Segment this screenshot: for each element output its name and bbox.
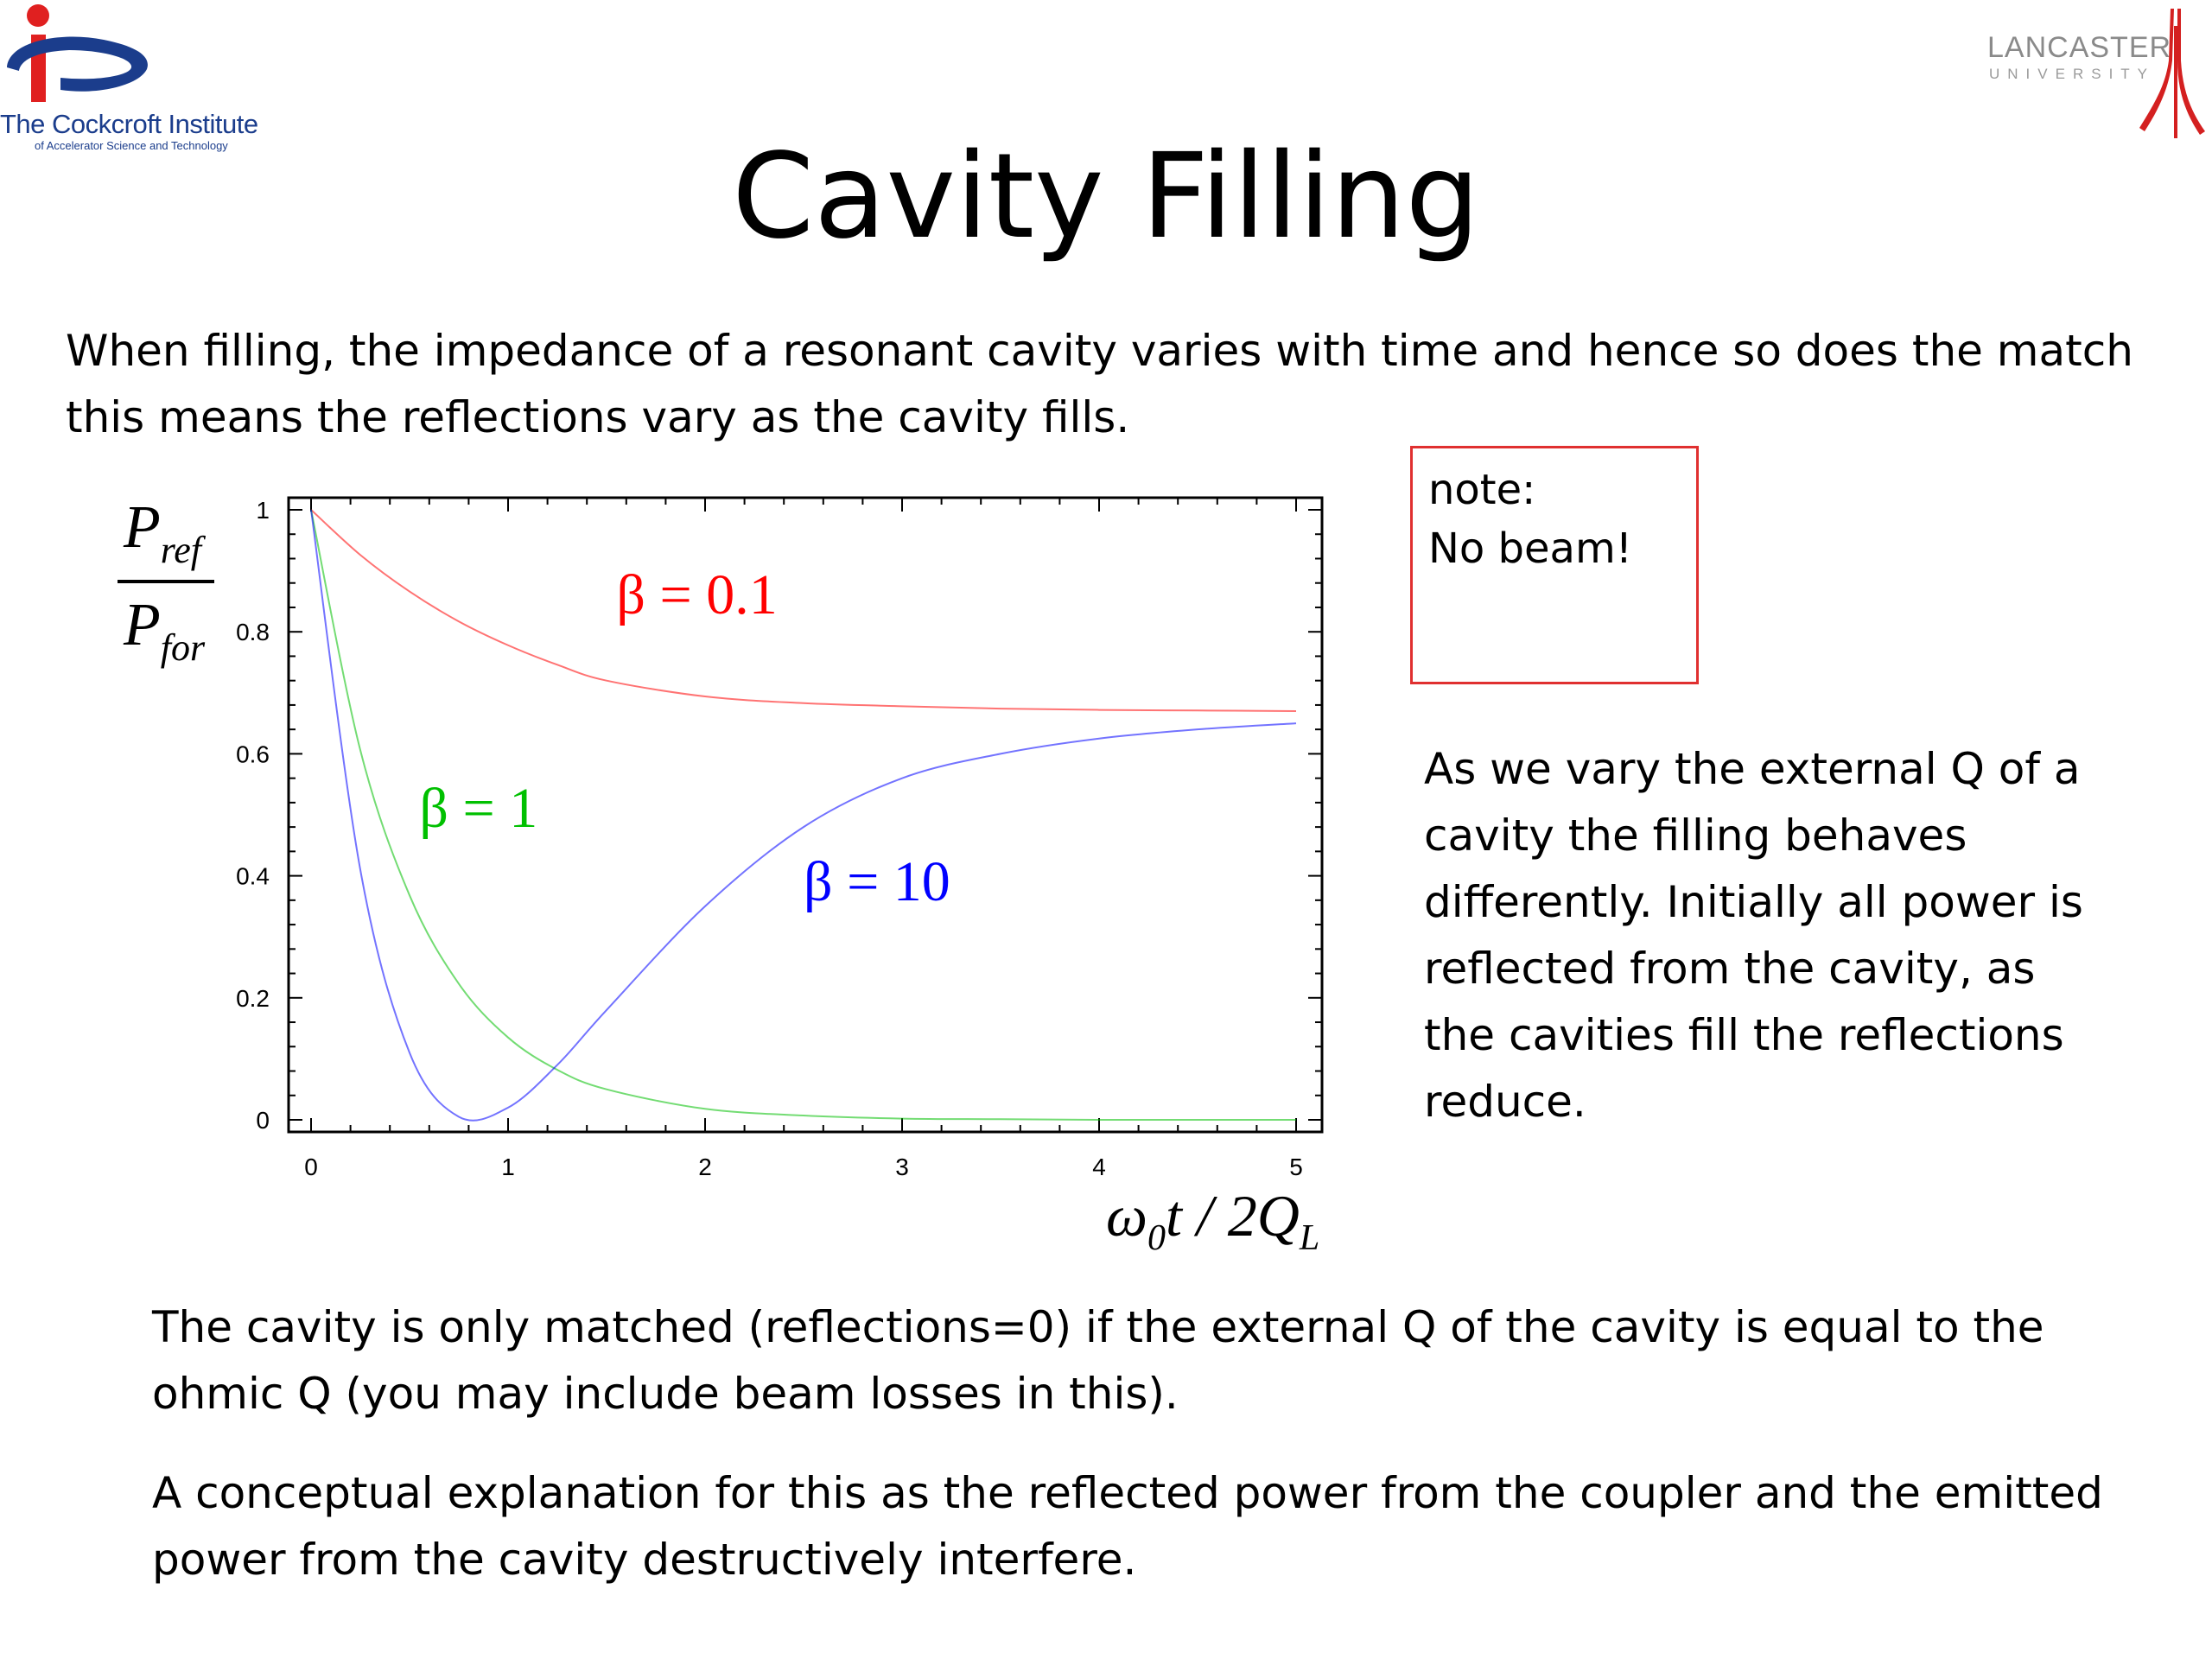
x-tick-label: 2	[698, 1154, 712, 1180]
side-text: As we vary the external Q of a cavity th…	[1424, 744, 2083, 1127]
note-text: No beam!	[1428, 524, 1632, 573]
cockcroft-logo: The Cockcroft Institute of Accelerator S…	[0, 0, 268, 164]
y-tick-label: 0	[256, 1107, 270, 1134]
bottom-text-2: A conceptual explanation for this as the…	[152, 1468, 2103, 1585]
slide-title: Cavity Filling	[732, 129, 1480, 265]
y-axis-label: Pref Pfor	[118, 494, 214, 669]
y-tick-label: 1	[256, 497, 270, 524]
x-tick-label: 5	[1289, 1154, 1303, 1180]
y-tick-label: 0.8	[236, 619, 270, 645]
series-label-1: β = 0.1	[616, 563, 777, 626]
x-tick-label: 1	[501, 1154, 515, 1180]
cockcroft-logo-icon	[7, 4, 148, 102]
x-axis-label: ω0t / 2QL	[1106, 1183, 1319, 1258]
note-box: note: No beam!	[1410, 446, 1699, 684]
series-line-1	[310, 509, 1297, 712]
cockcroft-name: The Cockcroft Institute	[0, 109, 258, 139]
x-tick-label: 3	[895, 1154, 909, 1180]
x-tick-label: 4	[1092, 1154, 1106, 1180]
plot-frame	[287, 496, 1324, 1134]
svg-text:ω0t / 2QL: ω0t / 2QL	[1106, 1183, 1319, 1258]
x-tick-label: 0	[304, 1154, 318, 1180]
lancaster-logo: LANCASTER UNIVERSITY	[1970, 9, 2212, 147]
y-label-denominator: Pfor	[123, 592, 206, 669]
bottom-text-1: The cavity is only matched (reflections=…	[152, 1302, 2044, 1419]
y-label-numerator: Pref	[123, 494, 207, 571]
cockcroft-subtitle: of Accelerator Science and Technology	[35, 139, 228, 152]
note-label: note:	[1428, 466, 1536, 514]
intro-text: When filling, the impedance of a resonan…	[66, 326, 2133, 442]
series-label-3: β = 10	[804, 850, 950, 913]
series-line-2	[310, 509, 1296, 1122]
series-line-3	[310, 509, 1297, 1122]
y-tick-label: 0.4	[236, 863, 270, 890]
series-label-2: β = 1	[419, 777, 537, 840]
lancaster-name: LANCASTER	[1987, 31, 2172, 64]
lancaster-subtitle: UNIVERSITY	[1989, 66, 2156, 82]
y-tick-label: 0.2	[236, 985, 270, 1012]
y-tick-label: 0.6	[236, 741, 270, 767]
lancaster-crest-icon	[2139, 9, 2205, 138]
